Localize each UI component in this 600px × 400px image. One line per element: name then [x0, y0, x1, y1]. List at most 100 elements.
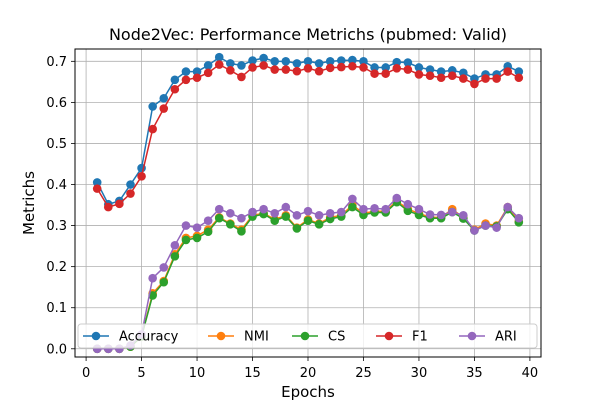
data-point-f1: [414, 70, 424, 79]
data-point-f1: [503, 67, 513, 76]
data-point-f1: [470, 79, 479, 89]
data-point-ari: [336, 207, 346, 217]
legend-label: NMI: [244, 330, 269, 345]
data-point-ari: [303, 206, 313, 216]
legend-marker: [300, 331, 310, 341]
data-point-accuracy: [181, 67, 191, 76]
data-point-ari: [447, 207, 457, 217]
data-point-accuracy: [203, 61, 213, 70]
legend: Accuracy NMI CS F1 ARI: [77, 323, 538, 349]
legend-marker: [216, 331, 226, 341]
data-point-cs: [181, 235, 191, 245]
data-point-ari: [192, 223, 202, 232]
data-point-f1: [137, 172, 146, 181]
data-point-f1: [159, 104, 169, 113]
data-point-accuracy: [237, 61, 246, 70]
data-point-ari: [514, 213, 524, 223]
ticks: 0 5 10 15 20 25 30 35 40 0.0 0.1 0.2 0.3 0.4 0.5 0.6 0.7: [46, 55, 538, 381]
data-point-f1: [103, 202, 113, 212]
x-tick-label: 15: [244, 366, 261, 381]
data-point-f1: [336, 62, 346, 72]
x-tick-label: 5: [137, 366, 145, 381]
data-point-accuracy: [148, 102, 157, 111]
x-tick-label: 30: [411, 366, 428, 381]
data-point-ari: [436, 210, 446, 220]
data-point-accuracy: [414, 63, 424, 72]
data-point-ari: [270, 208, 280, 218]
legend-item-nmi: NMI: [208, 330, 269, 345]
data-point-cs: [214, 213, 224, 223]
series-layer: [92, 52, 524, 354]
data-point-f1: [314, 66, 324, 76]
data-point-f1: [214, 60, 224, 69]
y-tick-label: 0.0: [46, 342, 67, 357]
data-point-cs: [237, 227, 246, 236]
legend-marker: [467, 331, 477, 341]
data-point-accuracy: [325, 57, 335, 66]
legend-item-ari: ARI: [459, 330, 517, 345]
data-point-ari: [325, 208, 335, 218]
grid: [75, 49, 541, 357]
legend-label: F1: [412, 330, 428, 345]
data-point-accuracy: [425, 65, 435, 74]
data-point-accuracy: [314, 59, 324, 68]
data-point-ari: [392, 193, 402, 203]
data-point-ari: [170, 240, 180, 250]
data-point-cs: [159, 277, 169, 287]
y-tick-label: 0.2: [46, 260, 67, 275]
legend-item-accuracy: Accuracy: [83, 330, 179, 345]
data-point-f1: [248, 63, 257, 72]
data-point-ari: [414, 204, 424, 214]
data-point-f1: [425, 71, 435, 80]
data-point-f1: [270, 65, 280, 74]
data-point-accuracy: [270, 57, 280, 66]
data-point-f1: [192, 73, 202, 83]
data-point-f1: [237, 72, 246, 82]
data-point-ari: [470, 226, 479, 235]
data-point-ari: [203, 216, 213, 225]
data-point-ari: [148, 273, 157, 283]
data-point-cs: [270, 216, 280, 225]
data-point-f1: [181, 75, 191, 85]
data-point-ari: [370, 204, 379, 213]
data-point-ari: [248, 207, 257, 217]
data-point-cs: [203, 227, 213, 237]
data-point-f1: [281, 65, 291, 74]
data-point-ari: [226, 208, 235, 218]
data-point-ari: [214, 204, 224, 214]
data-point-f1: [359, 63, 368, 72]
data-point-cs: [192, 233, 202, 243]
data-point-f1: [170, 84, 180, 94]
data-point-ari: [459, 211, 468, 220]
data-point-ari: [359, 204, 368, 214]
legend-label: CS: [328, 330, 345, 345]
data-point-cs: [303, 216, 313, 225]
data-point-accuracy: [214, 52, 224, 62]
x-tick-label: 20: [300, 366, 317, 381]
data-point-ari: [503, 202, 513, 212]
data-point-cs: [292, 224, 302, 233]
x-tick-label: 25: [355, 366, 372, 381]
y-tick-label: 0.7: [46, 55, 67, 70]
data-point-f1: [325, 63, 335, 73]
data-point-f1: [492, 74, 501, 83]
legend-marker: [384, 331, 394, 341]
data-point-ari: [381, 204, 390, 214]
data-point-accuracy: [359, 57, 368, 66]
data-point-f1: [148, 124, 157, 134]
data-point-f1: [436, 73, 446, 83]
data-point-ari: [425, 210, 435, 219]
data-point-f1: [514, 73, 524, 83]
y-tick-label: 0.4: [46, 178, 67, 193]
data-point-f1: [370, 69, 379, 78]
data-point-f1: [459, 74, 468, 83]
data-point-ari: [314, 211, 324, 220]
y-axis-label: Metrichs: [20, 171, 38, 235]
data-point-ari: [492, 223, 501, 232]
data-point-accuracy: [159, 93, 169, 103]
data-point-ari: [237, 213, 246, 223]
data-point-accuracy: [381, 63, 390, 72]
series-ari: [92, 193, 524, 354]
data-point-cs: [226, 220, 235, 229]
data-point-f1: [403, 65, 413, 74]
